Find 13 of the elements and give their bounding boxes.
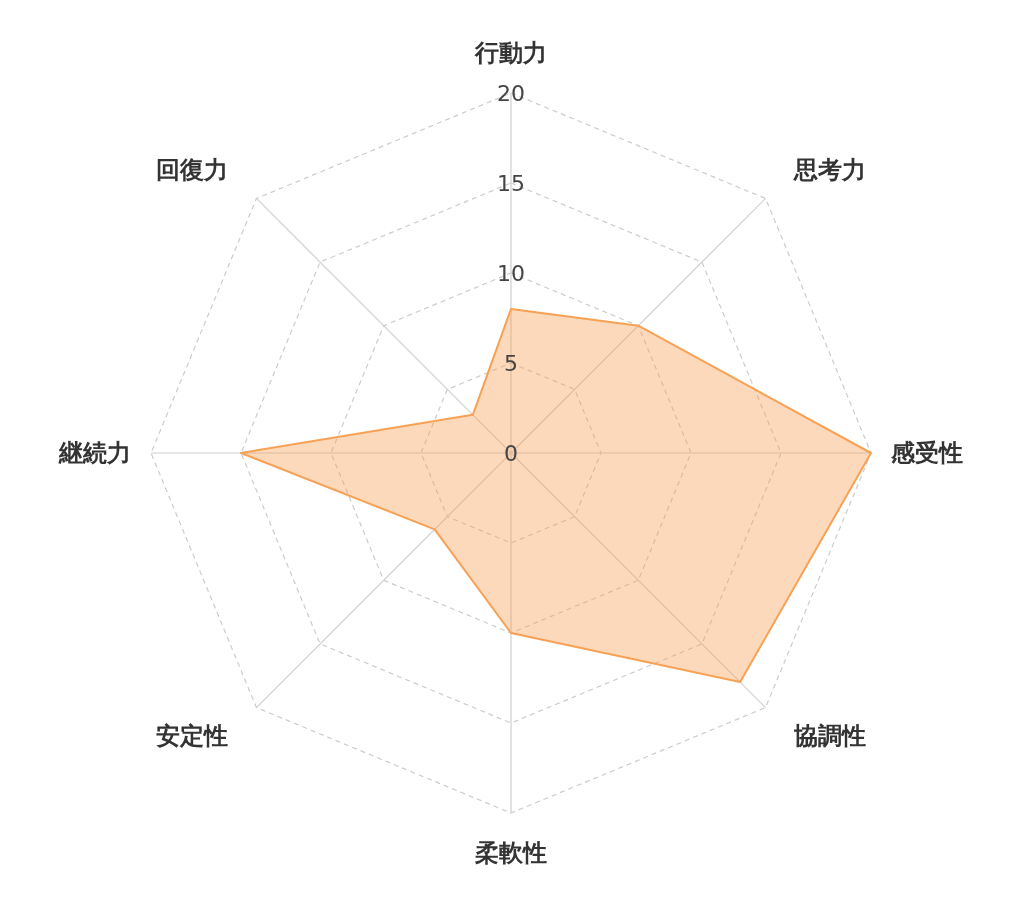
spoke-label: 柔軟性 bbox=[474, 839, 547, 867]
spoke-label: 協調性 bbox=[792, 721, 866, 750]
y-tick-label: 10 bbox=[497, 261, 525, 286]
spoke-label: 継続力 bbox=[58, 439, 131, 467]
spoke-label: 感受性 bbox=[890, 439, 963, 467]
spoke-label: 安定性 bbox=[156, 721, 229, 750]
spoke-label: 思考力 bbox=[792, 156, 866, 185]
y-tick-label: 15 bbox=[497, 171, 525, 196]
spoke-label: 回復力 bbox=[156, 156, 229, 185]
spoke-label: 行動力 bbox=[474, 39, 547, 67]
y-tick-label: 0 bbox=[504, 441, 518, 466]
y-tick-label: 5 bbox=[504, 351, 518, 376]
y-tick-label: 20 bbox=[497, 81, 525, 106]
